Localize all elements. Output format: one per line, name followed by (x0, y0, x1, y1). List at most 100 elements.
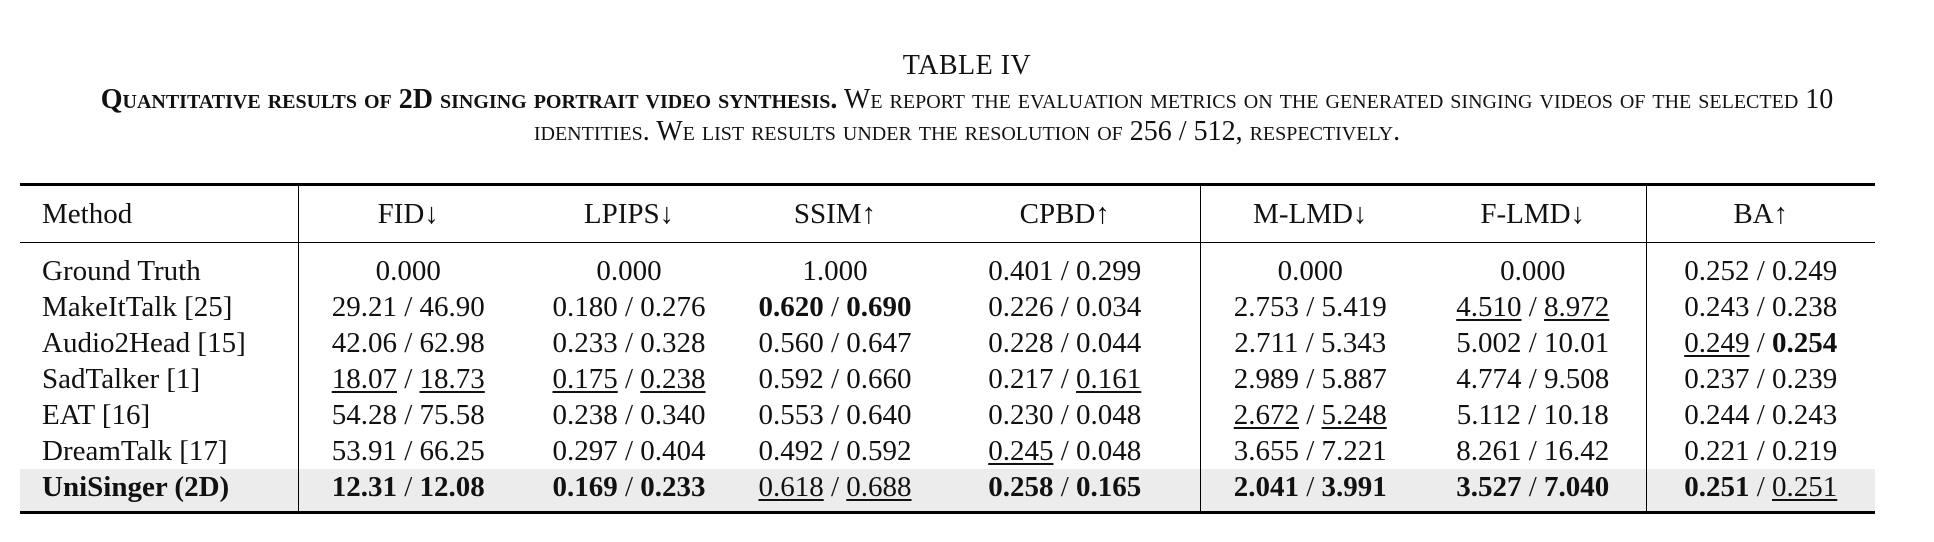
value-512: 0.276 (640, 290, 706, 323)
method-cell: SadTalker [1] (20, 361, 299, 397)
value-512: 0.640 (846, 398, 912, 431)
ssim-cell: 0.492 / 0.592 (740, 433, 930, 469)
value-256: 0.226 (988, 290, 1054, 323)
value-512: 7.221 (1321, 434, 1387, 467)
value-separator: / (823, 290, 847, 323)
value-256: 0.401 (988, 254, 1054, 287)
value-256: 42.06 (331, 326, 397, 359)
value-256: 3.527 (1456, 470, 1522, 503)
value-256: 0.238 (552, 398, 618, 431)
value-256: 0.000 (596, 254, 662, 287)
value-256: 29.21 (331, 290, 397, 323)
value-256: 2.753 (1233, 290, 1299, 323)
value-256: 3.655 (1233, 434, 1299, 467)
cpbd-cell: 0.401 / 0.299 (930, 242, 1201, 289)
value-separator: / (1298, 470, 1322, 503)
header-ba: BA↑ (1733, 197, 1789, 230)
value-separator: / (1298, 398, 1322, 431)
table-caption: Quantitative results of 2D singing portr… (40, 84, 1894, 148)
value-256: 0.243 (1684, 290, 1750, 323)
value-separator: / (1298, 326, 1321, 359)
f-lmd-cell: 5.002 / 10.01 (1420, 325, 1647, 361)
value-256: 18.07 (331, 362, 397, 395)
value-separator: / (1298, 290, 1322, 323)
value-256: 0.228 (988, 326, 1054, 359)
value-256: 2.672 (1233, 398, 1299, 431)
value-separator: / (617, 326, 641, 359)
value-512: 0.328 (640, 326, 706, 359)
value-512: 0.688 (846, 470, 912, 503)
value-512: 9.508 (1544, 362, 1610, 395)
value-256: 0.230 (988, 398, 1054, 431)
value-256: 0.252 (1684, 254, 1750, 287)
value-512: 0.249 (1772, 254, 1838, 287)
fid-cell: 53.91 / 66.25 (298, 433, 518, 469)
value-512: 5.419 (1321, 290, 1387, 323)
value-512: 66.25 (419, 434, 485, 467)
f-lmd-cell: 4.774 / 9.508 (1420, 361, 1647, 397)
value-512: 0.219 (1772, 434, 1838, 467)
value-256: 8.261 (1456, 434, 1522, 467)
value-256: 12.31 (331, 470, 397, 503)
value-separator: / (1749, 326, 1773, 359)
value-separator: / (1749, 254, 1773, 287)
value-512: 0.034 (1076, 290, 1142, 323)
lpips-cell: 0.233 / 0.328 (518, 325, 740, 361)
value-256: 1.000 (802, 254, 868, 287)
value-256: 0.251 (1684, 470, 1750, 503)
f-lmd-cell: 0.000 (1420, 242, 1647, 289)
value-separator: / (823, 470, 847, 503)
value-separator: / (1053, 362, 1077, 395)
cpbd-cell: 0.258 / 0.165 (930, 469, 1201, 511)
value-separator: / (1521, 326, 1545, 359)
m-lmd-cell: 2.672 / 5.248 (1200, 397, 1420, 433)
value-256: 4.510 (1456, 290, 1522, 323)
value-separator: / (823, 434, 847, 467)
value-256: 54.28 (331, 398, 397, 431)
value-separator: / (1521, 434, 1545, 467)
value-512: 75.58 (419, 398, 485, 431)
value-separator: / (823, 362, 847, 395)
m-lmd-cell: 2.041 / 3.991 (1200, 469, 1420, 511)
value-256: 0.000 (1500, 254, 1566, 287)
header-m-lmd: M-LMD↓ (1253, 197, 1368, 230)
ba-cell: 0.251 / 0.251 (1646, 469, 1875, 511)
value-separator: / (396, 362, 420, 395)
value-separator: / (396, 434, 420, 467)
top-rule (20, 183, 1875, 186)
value-separator: / (1053, 434, 1077, 467)
value-512: 0.239 (1772, 362, 1838, 395)
ssim-cell: 0.620 / 0.690 (740, 289, 930, 325)
cpbd-cell: 0.217 / 0.161 (930, 361, 1201, 397)
method-cell: Audio2Head [15] (20, 325, 299, 361)
lpips-cell: 0.180 / 0.276 (518, 289, 740, 325)
value-256: 53.91 (331, 434, 397, 467)
value-512: 3.991 (1321, 470, 1387, 503)
value-512: 0.048 (1076, 398, 1142, 431)
value-512: 0.340 (640, 398, 706, 431)
lpips-cell: 0.169 / 0.233 (518, 469, 740, 511)
ssim-cell: 0.618 / 0.688 (740, 469, 930, 511)
value-256: 2.989 (1233, 362, 1299, 395)
value-separator: / (1053, 254, 1077, 287)
value-512: 0.660 (846, 362, 912, 395)
value-separator: / (396, 326, 420, 359)
value-256: 0.000 (375, 254, 441, 287)
header-cpbd: CPBD↑ (930, 186, 1201, 243)
value-512: 18.73 (419, 362, 485, 395)
value-separator: / (823, 398, 847, 431)
value-separator: / (823, 326, 847, 359)
value-512: 46.90 (419, 290, 485, 323)
m-lmd-cell: 2.989 / 5.887 (1200, 361, 1420, 397)
value-256: 0.169 (552, 470, 618, 503)
value-separator: / (1749, 470, 1773, 503)
value-256: 0.560 (758, 326, 824, 359)
value-256: 0.245 (988, 434, 1054, 467)
value-512: 0.044 (1076, 326, 1142, 359)
value-separator: / (1053, 398, 1077, 431)
ba-cell: 0.252 / 0.249 (1646, 243, 1875, 290)
cpbd-cell: 0.245 / 0.048 (930, 433, 1201, 469)
value-256: 0.217 (988, 362, 1054, 395)
value-512: 5.343 (1321, 326, 1387, 359)
value-separator: / (617, 434, 641, 467)
